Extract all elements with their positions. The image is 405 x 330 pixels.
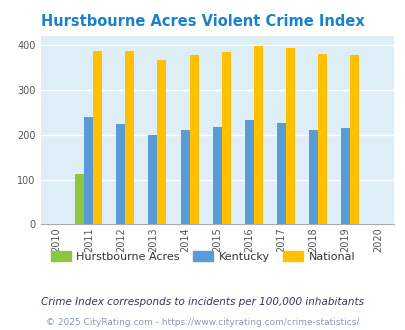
Bar bbox=[244, 120, 253, 224]
Bar bbox=[148, 135, 157, 224]
Bar bbox=[317, 54, 326, 224]
Bar bbox=[116, 124, 125, 224]
Text: Hurstbourne Acres Violent Crime Index: Hurstbourne Acres Violent Crime Index bbox=[41, 14, 364, 29]
Bar bbox=[180, 130, 189, 224]
Bar bbox=[340, 128, 349, 224]
Bar bbox=[285, 48, 294, 224]
Bar bbox=[93, 51, 102, 224]
Text: Crime Index corresponds to incidents per 100,000 inhabitants: Crime Index corresponds to incidents per… bbox=[41, 297, 364, 307]
Bar bbox=[221, 52, 230, 224]
Bar bbox=[157, 60, 166, 224]
Bar bbox=[75, 174, 84, 224]
Text: © 2025 CityRating.com - https://www.cityrating.com/crime-statistics/: © 2025 CityRating.com - https://www.city… bbox=[46, 318, 359, 327]
Bar bbox=[125, 51, 134, 224]
Bar bbox=[253, 46, 262, 224]
Bar bbox=[212, 127, 221, 224]
Bar bbox=[189, 55, 198, 224]
Bar bbox=[276, 123, 285, 224]
Bar bbox=[308, 130, 317, 224]
Bar bbox=[84, 117, 93, 224]
Bar bbox=[349, 55, 358, 224]
Legend: Hurstbourne Acres, Kentucky, National: Hurstbourne Acres, Kentucky, National bbox=[46, 247, 359, 267]
